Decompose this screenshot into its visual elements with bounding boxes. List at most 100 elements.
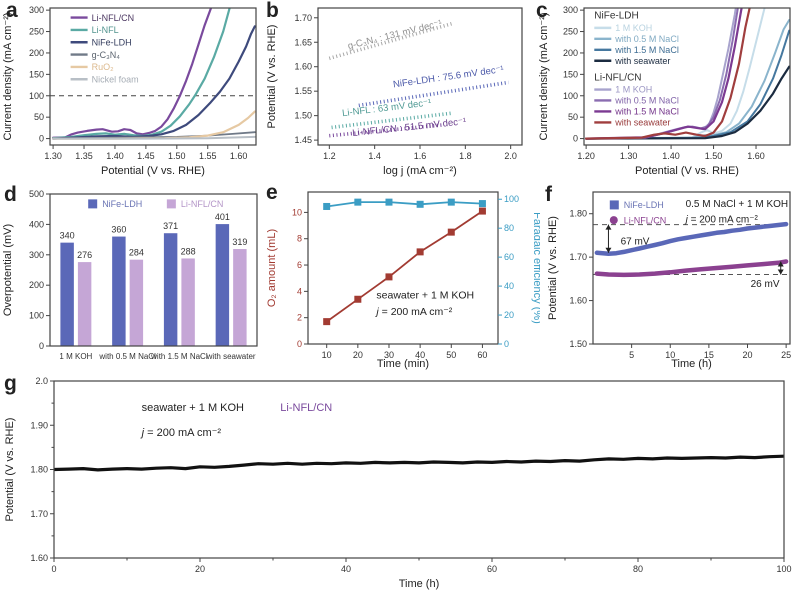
- svg-text:1.45: 1.45: [137, 151, 155, 161]
- svg-text:log j (mA cm⁻²): log j (mA cm⁻²): [383, 165, 457, 177]
- svg-text:1.65: 1.65: [294, 37, 312, 47]
- panel-c-lsv-electrolytes: c 1.20 1.30 1.40 1.50 1.60 0 50 100 150 200 250 300…: [536, 0, 798, 180]
- svg-text:0: 0: [51, 564, 56, 574]
- svg-text:60: 60: [487, 564, 497, 574]
- chart-f-stability-25h: 5 10 15 20 25 1.50 1.60 1.70 1.80 Time (h) Potenti…: [547, 191, 791, 370]
- svg-text:Nickel foam: Nickel foam: [92, 74, 139, 84]
- svg-text:Potential (V vs. RHE): Potential (V vs. RHE): [635, 165, 739, 177]
- panel-a-lsv-curves: a 1.30 1.35 1.40 1.45 1.50 1.55 1.60 0 50 100 150 2…: [0, 0, 264, 180]
- svg-text:Li-NFL/CN: Li-NFL/CN: [594, 72, 641, 83]
- panel-c-label: c: [536, 0, 548, 22]
- svg-text:80: 80: [633, 564, 643, 574]
- panel-f-chronopotentiometry: f 5 10 15 20 25 1.50 1.60 1.70 1.80 Time (h) Poten…: [545, 182, 798, 374]
- svg-text:j = 200 mA cm⁻²: j = 200 mA cm⁻²: [140, 427, 222, 439]
- svg-text:1.8: 1.8: [459, 151, 472, 161]
- chart-c-lsv: 1.20 1.30 1.40 1.50 1.60 0 50 100 150 200 250 300 Po…: [538, 5, 791, 177]
- svg-text:Li-NFL/CN: Li-NFL/CN: [181, 199, 224, 209]
- panel-d-label: d: [4, 183, 17, 206]
- svg-text:60: 60: [504, 252, 514, 262]
- svg-text:15: 15: [704, 350, 714, 360]
- svg-text:Li-NFL/CN: Li-NFL/CN: [92, 13, 135, 23]
- svg-text:NiFe-LDH: NiFe-LDH: [92, 37, 132, 47]
- svg-text:1.70: 1.70: [569, 252, 587, 262]
- svg-text:40: 40: [504, 281, 514, 291]
- svg-text:5: 5: [629, 350, 634, 360]
- svg-text:319: 319: [232, 237, 247, 247]
- svg-text:1.60: 1.60: [30, 553, 48, 563]
- svg-text:400: 400: [29, 219, 44, 229]
- svg-text:25: 25: [781, 350, 791, 360]
- panel-a-label: a: [6, 0, 18, 22]
- svg-text:1 M KOH: 1 M KOH: [59, 352, 92, 361]
- svg-text:1.60: 1.60: [747, 151, 765, 161]
- svg-text:with 0.5 M NaCl: with 0.5 M NaCl: [614, 96, 679, 106]
- svg-text:1.30: 1.30: [620, 151, 638, 161]
- svg-text:371: 371: [163, 221, 178, 231]
- panel-d-overpotential-bars: d 340 360 371 401 276 284 288 319 1 M KOH with 0.…: [0, 182, 263, 374]
- svg-text:150: 150: [29, 69, 44, 79]
- svg-text:1.80: 1.80: [30, 465, 48, 475]
- svg-text:g-C₃N₄ : 131 mV dec⁻¹: g-C₃N₄ : 131 mV dec⁻¹: [347, 18, 444, 52]
- svg-text:with 0.5 M NaCl: with 0.5 M NaCl: [98, 352, 156, 361]
- svg-text:276: 276: [77, 250, 92, 260]
- svg-text:1.50: 1.50: [705, 151, 723, 161]
- svg-text:NiFe-LDH: NiFe-LDH: [624, 200, 664, 210]
- svg-text:Potential (V vs. RHE): Potential (V vs. RHE): [101, 165, 205, 177]
- svg-text:1 M KOH: 1 M KOH: [615, 23, 652, 33]
- svg-text:200: 200: [563, 48, 578, 58]
- svg-text:0: 0: [504, 339, 509, 349]
- svg-text:200: 200: [29, 280, 44, 290]
- svg-text:100: 100: [776, 564, 791, 574]
- svg-text:1.2: 1.2: [323, 151, 336, 161]
- panel-b-label: b: [266, 0, 279, 22]
- svg-text:340: 340: [60, 231, 75, 241]
- svg-text:20: 20: [195, 564, 205, 574]
- svg-text:1.50: 1.50: [294, 111, 312, 121]
- svg-text:1.55: 1.55: [199, 151, 217, 161]
- svg-text:0: 0: [573, 134, 578, 144]
- svg-text:20: 20: [504, 310, 514, 320]
- svg-text:Potential (V vs. RHE): Potential (V vs. RHE): [4, 418, 16, 522]
- svg-text:401: 401: [215, 212, 230, 222]
- svg-text:1.55: 1.55: [294, 86, 312, 96]
- svg-text:Faradaic efficiency (%): Faradaic efficiency (%): [531, 212, 540, 324]
- svg-text:1.90: 1.90: [30, 420, 48, 430]
- svg-text:1.50: 1.50: [569, 339, 587, 349]
- svg-text:j = 200 mA cm⁻²: j = 200 mA cm⁻²: [374, 306, 452, 318]
- svg-text:Li-NFL: Li-NFL: [92, 25, 119, 35]
- svg-text:Time (h): Time (h): [399, 578, 440, 590]
- svg-text:1.80: 1.80: [569, 209, 587, 219]
- svg-text:20: 20: [743, 350, 753, 360]
- svg-text:Overpotential (mV): Overpotential (mV): [2, 224, 14, 316]
- svg-text:Li-NFL/CN: Li-NFL/CN: [280, 402, 332, 414]
- svg-text:Current density (mA cm⁻²): Current density (mA cm⁻²): [538, 12, 550, 140]
- panel-b-tafel-plots: b 1.2 1.4 1.6 1.8 2.0 1.45 1.50 1.55 1.60 1.65 1.7…: [264, 0, 532, 180]
- svg-text:40: 40: [415, 350, 425, 360]
- svg-text:Time (min): Time (min): [377, 358, 429, 370]
- svg-text:4: 4: [297, 286, 302, 296]
- svg-text:1.6: 1.6: [414, 151, 427, 161]
- svg-text:NiFe-LDH: NiFe-LDH: [594, 11, 638, 22]
- svg-text:1.70: 1.70: [294, 13, 312, 23]
- svg-text:with seawater: with seawater: [206, 352, 256, 361]
- svg-text:288: 288: [181, 246, 196, 256]
- svg-text:NiFe-LDH: NiFe-LDH: [102, 199, 142, 209]
- svg-text:200: 200: [29, 48, 44, 58]
- svg-text:1.20: 1.20: [577, 151, 595, 161]
- svg-text:with 1.5 M NaCl: with 1.5 M NaCl: [614, 107, 679, 117]
- svg-text:g-C₃N₄: g-C₃N₄: [92, 50, 121, 60]
- svg-text:Potential (V vs. RHE): Potential (V vs. RHE): [547, 216, 559, 320]
- svg-text:1.30: 1.30: [44, 151, 62, 161]
- svg-text:30: 30: [384, 350, 394, 360]
- svg-text:1.70: 1.70: [30, 509, 48, 519]
- svg-text:284: 284: [129, 248, 144, 258]
- svg-text:80: 80: [504, 223, 514, 233]
- svg-text:50: 50: [568, 112, 578, 122]
- svg-text:50: 50: [446, 350, 456, 360]
- svg-text:1.60: 1.60: [230, 151, 248, 161]
- svg-text:seawater + 1 M KOH: seawater + 1 M KOH: [376, 289, 474, 301]
- svg-text:10: 10: [665, 350, 675, 360]
- svg-text:20: 20: [353, 350, 363, 360]
- svg-text:40: 40: [341, 564, 351, 574]
- svg-text:Current density (mA cm⁻²): Current density (mA cm⁻²): [2, 12, 14, 140]
